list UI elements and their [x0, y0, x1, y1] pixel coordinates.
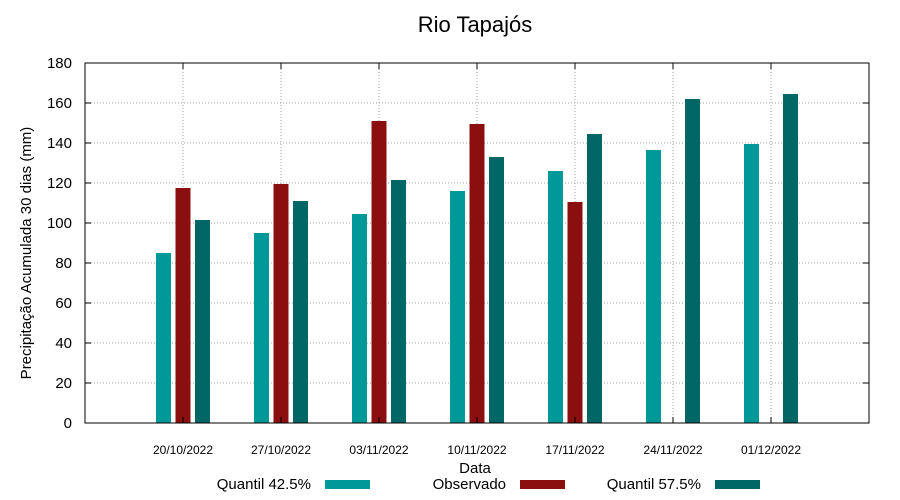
legend-swatch — [520, 480, 565, 489]
y-axis: 0 20 40 60 80 100 120 140 160 180 — [47, 55, 869, 432]
x-tick-label: 20/10/2022 — [153, 443, 213, 457]
legend-label: Observado — [433, 476, 506, 493]
y-tick-label: 20 — [55, 375, 72, 392]
bar-observado — [273, 184, 289, 423]
bar-quantil-42-5 — [156, 253, 171, 423]
bar-observado — [567, 202, 583, 423]
y-tick-label: 40 — [55, 335, 72, 352]
y-tick-label: 60 — [55, 295, 72, 312]
y-tick-label: 0 — [64, 415, 72, 432]
bar-quantil-57-5 — [293, 201, 308, 423]
bar-quantil-57-5 — [391, 180, 406, 423]
bar-observado — [175, 188, 191, 423]
legend-swatch — [325, 480, 370, 489]
x-tick-label: 27/10/2022 — [251, 443, 311, 457]
y-tick-label: 80 — [55, 255, 72, 272]
x-tick-label: 17/11/2022 — [545, 443, 604, 457]
y-axis-label: Precipitação Acumulada 30 dias (mm) — [18, 127, 35, 380]
legend-label: Quantil 57.5% — [607, 476, 701, 493]
y-tick-label: 100 — [47, 215, 72, 232]
bar-quantil-57-5 — [587, 134, 602, 423]
chart-title: Rio Tapajós — [418, 12, 533, 37]
legend: Quantil 42.5% Observado Quantil 57.5% — [217, 476, 760, 493]
bars — [156, 94, 798, 423]
bar-quantil-57-5 — [685, 99, 700, 423]
bar-quantil-57-5 — [195, 220, 210, 423]
bar-quantil-57-5 — [489, 157, 504, 423]
bar-observado — [469, 124, 485, 423]
bar-quantil-42-5 — [450, 191, 465, 423]
bar-quantil-42-5 — [352, 214, 367, 423]
y-tick-label: 140 — [47, 135, 72, 152]
x-tick-label: 10/11/2022 — [447, 443, 506, 457]
bar-quantil-42-5 — [548, 171, 563, 423]
bar-quantil-42-5 — [254, 233, 269, 423]
x-tick-label: 24/11/2022 — [643, 443, 702, 457]
y-tick-label: 160 — [47, 95, 72, 112]
x-axis: 20/10/2022 27/10/2022 03/11/2022 10/11/2022… — [153, 63, 801, 457]
legend-swatch — [715, 480, 760, 489]
bar-quantil-57-5 — [783, 94, 798, 423]
bar-observado — [371, 121, 387, 423]
x-tick-label: 03/11/2022 — [349, 443, 408, 457]
x-tick-label: 01/12/2022 — [741, 443, 801, 457]
y-tick-label: 120 — [47, 175, 72, 192]
legend-label: Quantil 42.5% — [217, 476, 311, 493]
y-tick-label: 180 — [47, 55, 72, 72]
x-axis-label: Data — [459, 460, 491, 477]
bar-quantil-42-5 — [744, 144, 759, 423]
bar-quantil-42-5 — [646, 150, 661, 423]
